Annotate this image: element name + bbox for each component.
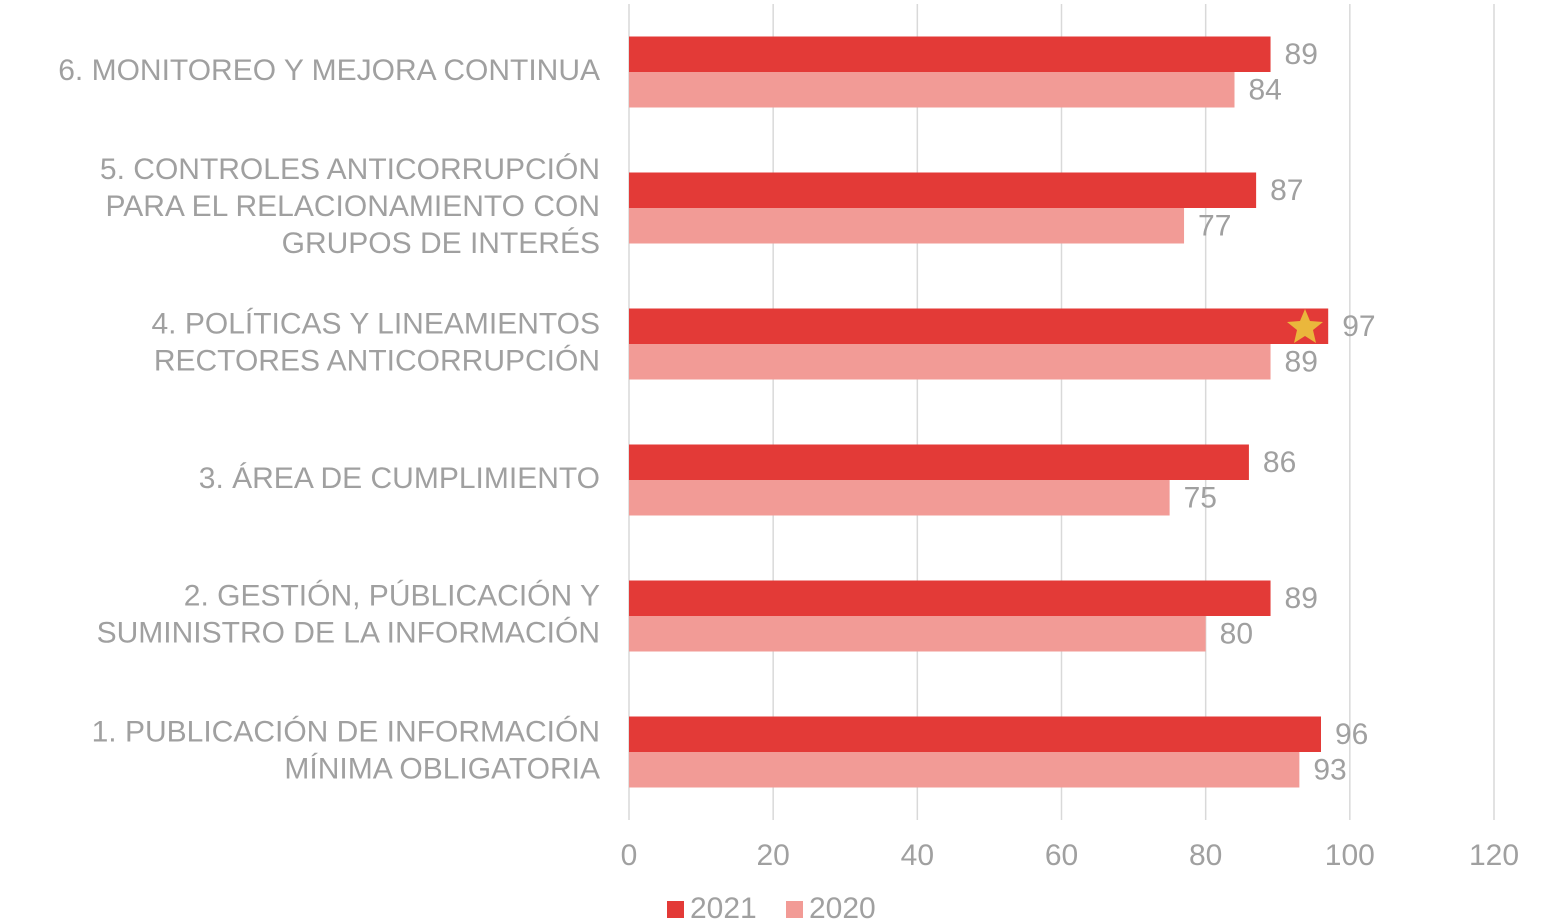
bar [629, 72, 1235, 108]
bar [629, 444, 1249, 480]
category-label: 6. MONITOREO Y MEJORA CONTINUA [58, 54, 600, 87]
bar [629, 616, 1206, 652]
data-label: 87 [1270, 174, 1303, 207]
bar [629, 344, 1271, 380]
data-label: 86 [1263, 446, 1296, 479]
category-label: RECTORES ANTICORRUPCIÓN [154, 344, 600, 377]
category-label: 1. PUBLICACIÓN DE INFORMACIÓN [92, 715, 600, 748]
legend-swatch [786, 901, 803, 918]
data-label: 84 [1249, 74, 1282, 107]
data-label: 96 [1335, 718, 1368, 751]
legend-label: 2020 [809, 892, 876, 923]
x-tick-label: 20 [756, 839, 789, 872]
x-tick-label: 40 [901, 839, 934, 872]
category-label: GRUPOS DE INTERÉS [282, 227, 600, 260]
data-label: 89 [1285, 582, 1318, 615]
category-label: PARA EL RELACIONAMIENTO CON [105, 190, 600, 223]
data-label: 89 [1285, 38, 1318, 71]
data-label: 77 [1198, 210, 1231, 243]
category-label: 5. CONTROLES ANTICORRUPCIÓN [100, 153, 600, 186]
bar [629, 716, 1321, 752]
legend-swatch [667, 901, 684, 918]
category-label: SUMINISTRO DE LA INFORMACIÓN [97, 616, 600, 649]
data-label: 89 [1285, 346, 1318, 379]
data-label: 93 [1313, 754, 1346, 787]
bar [629, 752, 1300, 788]
x-tick-label: 60 [1045, 839, 1078, 872]
data-label: 97 [1342, 310, 1375, 343]
legend-label: 2021 [690, 892, 757, 923]
x-tick-label: 80 [1189, 839, 1222, 872]
bar [629, 308, 1329, 344]
x-tick-label: 120 [1469, 839, 1519, 872]
category-label: 4. POLÍTICAS Y LINEAMIENTOS [152, 307, 601, 340]
data-label: 75 [1184, 482, 1217, 515]
x-tick-label: 0 [621, 839, 638, 872]
category-label: MÍNIMA OBLIGATORIA [284, 752, 600, 785]
bar [629, 580, 1271, 616]
category-label: 3. ÁREA DE CUMPLIMIENTO [199, 462, 600, 495]
category-label: 2. GESTIÓN, PÚBLICACIÓN Y [184, 579, 600, 612]
bar [629, 172, 1257, 208]
data-label: 80 [1220, 618, 1253, 651]
star-icon [1287, 309, 1323, 343]
bar [629, 480, 1170, 516]
bar [629, 36, 1271, 72]
bar [629, 208, 1185, 244]
x-tick-label: 100 [1325, 839, 1375, 872]
